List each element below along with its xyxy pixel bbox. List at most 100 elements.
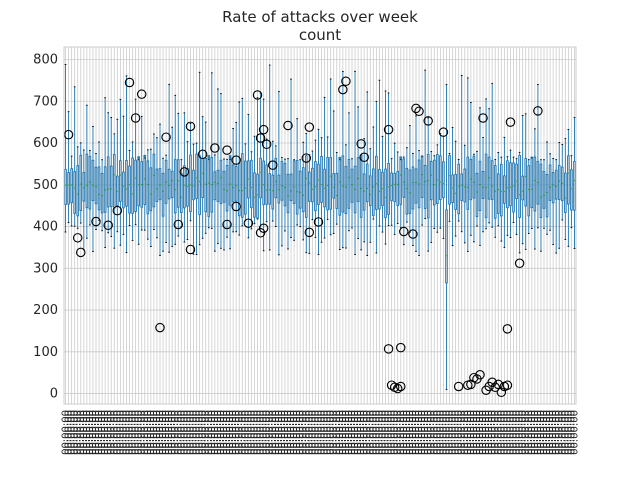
box-20: [125, 75, 128, 253]
box-iqr: [304, 155, 308, 218]
box-iqr: [411, 166, 415, 210]
x-tick-label: 00:00:00: [563, 410, 574, 455]
x-tick-label: 00:00:00: [173, 410, 184, 455]
box-131: [463, 144, 467, 244]
box-161: [554, 159, 558, 254]
x-tick-label: 00:00:00: [515, 410, 526, 455]
box-123: [439, 133, 442, 229]
x-tick-label: 00:00:00: [85, 410, 96, 455]
outlier-point: [478, 113, 488, 123]
box-iqr: [286, 173, 290, 214]
box-iqr: [481, 171, 485, 199]
outlier-point: [252, 90, 263, 100]
x-tick-label: 00:00:00: [170, 410, 181, 455]
box-iqr: [253, 172, 256, 218]
box-iqr: [426, 153, 430, 219]
y-tick-label: 100: [33, 345, 58, 360]
box-134: [472, 153, 476, 243]
box-iqr: [518, 154, 521, 218]
outlier-point: [423, 116, 433, 126]
outlier-point: [490, 382, 500, 393]
outlier-point: [392, 383, 403, 394]
x-tick-label: 00:00:00: [374, 410, 385, 455]
x-tick-label: 00:00:00: [402, 410, 413, 455]
box-iqr: [524, 158, 528, 207]
x-tick-label: 00:00:00: [509, 410, 520, 455]
box-53: [225, 158, 229, 238]
box-128: [454, 140, 457, 237]
x-tick-label: 00:00:00: [551, 410, 562, 455]
box-76: [295, 118, 299, 226]
x-tick-label: 00:00:00: [432, 410, 443, 455]
box-iqr: [567, 155, 570, 205]
x-tick-label: 00:00:00: [161, 410, 172, 455]
box-165: [567, 129, 570, 247]
x-tick-label: 00:00:00: [518, 410, 529, 455]
x-tick-label: 00:00:00: [61, 410, 72, 455]
box-iqr: [70, 168, 73, 204]
box-31: [158, 123, 162, 256]
outlier-point: [197, 149, 208, 160]
box-iqr: [79, 154, 83, 211]
outlier-point: [261, 139, 272, 150]
x-tick-label: 00:00:00: [152, 410, 163, 455]
x-tick-label: 00:00:00: [106, 410, 117, 455]
x-tick-label: 00:00:00: [310, 410, 321, 455]
box-147: [512, 156, 515, 224]
box-116: [417, 150, 421, 256]
box-87: [329, 78, 332, 236]
box-153: [530, 156, 534, 229]
box-48: [210, 72, 214, 229]
box-61: [250, 151, 253, 230]
x-tick-label: 00:00:00: [213, 410, 224, 455]
x-tick-label: 00:00:00: [393, 410, 404, 455]
box-98: [362, 138, 366, 243]
x-tick-label: 00:00:00: [323, 410, 334, 455]
box-iqr: [67, 172, 70, 205]
x-tick-label: 00:00:00: [207, 410, 218, 455]
x-tick-label: 00:00:00: [466, 410, 477, 455]
box-37: [176, 112, 180, 237]
box-iqr: [173, 159, 177, 214]
box-iqr: [405, 167, 409, 215]
box-62: [253, 135, 256, 225]
chart-subtitle: count: [299, 26, 341, 44]
x-tick-label: 00:00:00: [365, 410, 376, 455]
box-iqr: [277, 174, 281, 204]
x-tick-label: 00:00:00: [524, 410, 535, 455]
y-tick-label: 300: [33, 261, 58, 276]
box-iqr: [551, 172, 555, 204]
box-94: [350, 158, 354, 229]
box-iqr: [338, 156, 342, 216]
box-iqr: [311, 167, 314, 203]
box-iqr: [106, 156, 110, 208]
x-tick-label: 00:00:00: [454, 410, 465, 455]
outlier-point: [502, 380, 513, 390]
box-117: [420, 155, 424, 226]
box-66: [265, 138, 268, 223]
x-tick-label: 00:00:00: [286, 410, 297, 455]
x-tick-label: 00:00:00: [271, 410, 282, 455]
x-tick-label: 00:00:00: [103, 410, 114, 455]
outlier-point: [231, 155, 241, 165]
box-iqr: [170, 170, 174, 199]
x-tick-label: 00:00:00: [320, 410, 331, 455]
box-iqr: [183, 165, 186, 209]
x-tick-label: 00:00:00: [222, 410, 233, 455]
outlier-point: [475, 370, 485, 380]
box-iqr: [94, 166, 98, 205]
box-iqr: [222, 170, 226, 203]
box-iqr: [350, 168, 354, 203]
x-tick-label: 00:00:00: [182, 410, 193, 455]
x-tick-label: 00:00:00: [198, 410, 209, 455]
box-iqr: [100, 172, 104, 214]
x-tick-label: 00:00:00: [82, 410, 93, 455]
box-iqr: [570, 169, 573, 211]
box-84: [320, 137, 323, 243]
box-113: [408, 125, 412, 233]
box-58: [240, 97, 244, 227]
outlier-point: [72, 233, 83, 243]
box-iqr: [158, 168, 162, 201]
box-iqr: [271, 174, 275, 210]
